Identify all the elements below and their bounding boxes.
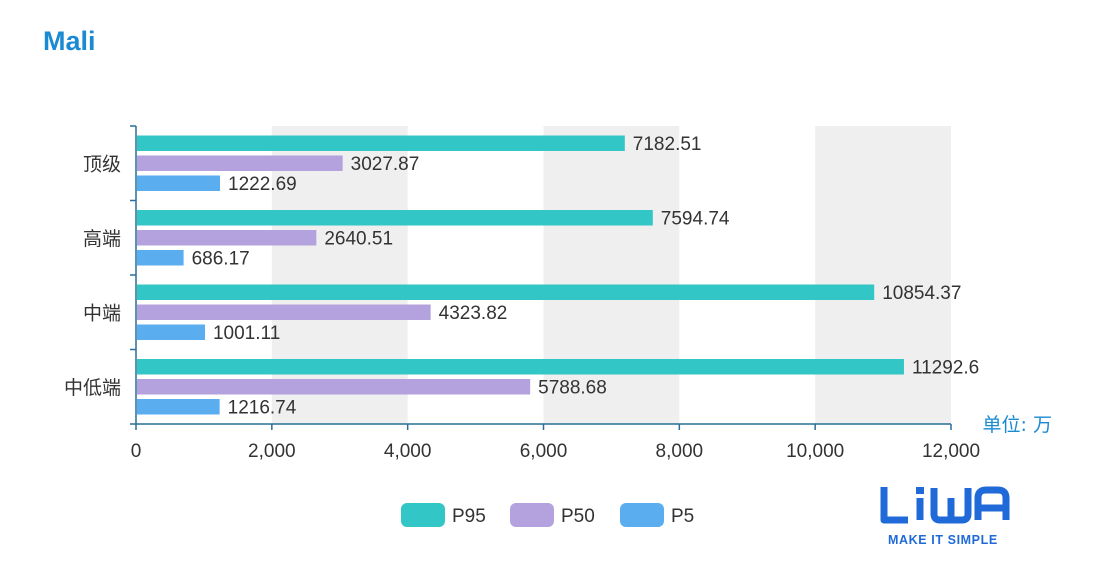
data-label-p95-1: 7594.74 <box>661 208 730 229</box>
grid-band <box>815 126 951 424</box>
data-label-p95-0: 7182.51 <box>633 134 702 155</box>
bar-p50-0 <box>137 155 343 171</box>
bar-p50-2 <box>137 304 431 320</box>
data-label-p5-0: 1222.69 <box>228 174 297 195</box>
bar-p5-2 <box>137 324 205 340</box>
x-tick-label-2: 4,000 <box>384 441 432 462</box>
bar-p5-1 <box>137 250 184 266</box>
data-label-p50-2: 4323.82 <box>439 303 508 324</box>
bar-p5-0 <box>137 175 221 191</box>
category-label-3: 中低端 <box>64 377 121 399</box>
x-tick-label-6: 12,000 <box>922 441 980 462</box>
data-label-p5-3: 1216.74 <box>228 397 297 418</box>
category-label-2: 中端 <box>83 302 121 324</box>
logo-tagline: MAKE IT SIMPLE <box>888 533 998 547</box>
legend-label-p95: P95 <box>452 506 486 527</box>
data-label-p50-0: 3027.87 <box>351 154 420 175</box>
data-label-p95-3: 11292.6 <box>912 357 979 378</box>
legend-label-p50: P50 <box>561 506 595 527</box>
x-tick-label-4: 8,000 <box>656 441 704 462</box>
legend-swatch-p5 <box>620 503 664 527</box>
bar-p95-1 <box>137 210 653 226</box>
data-label-p50-1: 2640.51 <box>324 228 393 249</box>
bar-p5-3 <box>137 399 220 415</box>
bar-p50-1 <box>137 230 317 246</box>
x-tick-label-0: 0 <box>131 441 142 462</box>
legend-swatch-p95 <box>401 503 445 527</box>
data-label-p50-3: 5788.68 <box>538 377 607 398</box>
bar-p95-0 <box>137 135 625 151</box>
data-label-p95-2: 10854.37 <box>882 283 961 304</box>
bar-p50-3 <box>137 379 531 395</box>
category-label-1: 高端 <box>83 228 121 250</box>
x-tick-label-1: 2,000 <box>248 441 296 462</box>
unit-label: 单位: 万 <box>983 414 1052 436</box>
category-label-0: 顶级 <box>83 153 121 175</box>
data-label-p5-2: 1001.11 <box>213 323 280 344</box>
x-tick-label-3: 6,000 <box>520 441 568 462</box>
legend-label-p5: P5 <box>671 506 694 527</box>
x-tick-label-5: 10,000 <box>786 441 844 462</box>
bar-p95-2 <box>137 284 875 300</box>
data-label-p5-1: 686.17 <box>192 248 250 269</box>
legend-swatch-p50 <box>510 503 554 527</box>
liwa-logo: MAKE IT SIMPLE <box>878 484 1058 550</box>
bar-p95-3 <box>137 359 904 375</box>
page-title: Mali <box>43 26 96 56</box>
